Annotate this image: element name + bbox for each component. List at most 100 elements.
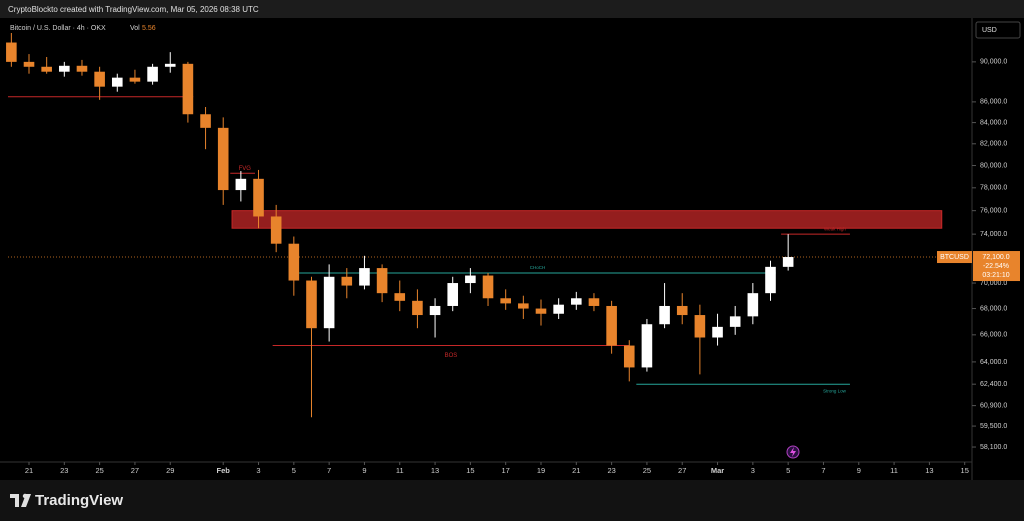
- candle-body: [447, 283, 459, 306]
- y-tick-label: 84,000.0: [980, 119, 1007, 126]
- candle-body: [200, 114, 211, 128]
- x-tick-label: 3: [256, 466, 260, 475]
- x-tick-label: 5: [786, 466, 790, 475]
- y-tick-label: 58,100.0: [980, 444, 1007, 451]
- candle-body: [429, 305, 441, 316]
- candle-body: [500, 298, 511, 304]
- x-tick-label: 11: [890, 466, 898, 475]
- x-tick-label: 29: [166, 466, 174, 475]
- symbol-box: [937, 251, 972, 264]
- supply-zone: [231, 210, 943, 229]
- candle-body: [270, 216, 282, 244]
- candle-body: [306, 280, 317, 329]
- x-tick-label: 23: [607, 466, 615, 475]
- level-label: BOS: [445, 353, 458, 359]
- candle-body: [359, 268, 370, 286]
- candle-body: [94, 71, 105, 87]
- candle-body: [6, 42, 17, 62]
- x-tick-label: 25: [643, 466, 651, 475]
- x-tick-label: 19: [537, 466, 545, 475]
- candle-body: [553, 304, 564, 314]
- candle-body: [676, 305, 688, 316]
- candle-body: [729, 316, 741, 327]
- last-price: 72,100.0: [982, 254, 1009, 261]
- y-tick-label: 60,900.0: [980, 402, 1007, 409]
- candle-body: [147, 66, 158, 82]
- candle-body: [76, 65, 88, 72]
- y-tick-label: 80,000.0: [980, 162, 1007, 169]
- x-tick-label: 21: [572, 466, 580, 475]
- y-tick-label: 82,000.0: [980, 141, 1007, 148]
- candle-body: [23, 61, 35, 67]
- y-tick-label: 86,000.0: [980, 99, 1007, 106]
- y-tick-label: 62,400.0: [980, 381, 1007, 388]
- y-tick-label: 78,000.0: [980, 185, 1007, 192]
- level-label: FVG: [239, 166, 252, 172]
- symbol: BTCUSD: [940, 254, 969, 261]
- candle-body: [747, 293, 759, 317]
- x-tick-label: 13: [925, 466, 933, 475]
- x-tick-label: 7: [821, 466, 825, 475]
- x-tick-label: 9: [362, 466, 366, 475]
- candle-body: [111, 77, 123, 87]
- header-bar: [0, 0, 1024, 18]
- candle-body: [323, 276, 335, 329]
- x-tick-label: 13: [431, 466, 439, 475]
- volume-value: 5.56: [142, 25, 156, 32]
- y-tick-label: 76,000.0: [980, 208, 1007, 215]
- candle-body: [164, 63, 176, 67]
- currency-box[interactable]: [975, 21, 1021, 39]
- brand-logo-dot: [22, 493, 28, 499]
- x-tick-label: Mar: [711, 466, 724, 475]
- candle-body: [623, 345, 635, 368]
- footer-bar: [0, 480, 1024, 521]
- candle-body: [41, 66, 52, 72]
- x-tick-label: 11: [396, 466, 404, 475]
- x-tick-label: 27: [678, 466, 686, 475]
- x-tick-label: 21: [25, 466, 33, 475]
- candle-body: [518, 303, 529, 309]
- candle-body: [253, 178, 264, 217]
- plot: BOS CHoCH Strong Low Weak High FVG: [6, 33, 972, 418]
- countdown: 03:21:10: [982, 272, 1009, 279]
- candle-body: [217, 127, 229, 191]
- candle-body: [376, 268, 388, 294]
- currency: USD: [982, 27, 997, 34]
- brand-name: TradingView: [35, 492, 123, 509]
- candle-body: [341, 276, 353, 286]
- x-tick-label: 27: [131, 466, 139, 475]
- level-label: Weak High: [824, 226, 846, 231]
- level-label: Strong Low: [823, 388, 847, 393]
- x-tick-label: 23: [60, 466, 68, 475]
- candle-body: [765, 266, 776, 294]
- candle-body: [288, 243, 300, 281]
- x-tick-label: 7: [327, 466, 331, 475]
- event-icon-bolt: [790, 447, 796, 457]
- x-tick-label: 17: [502, 466, 510, 475]
- y-tick-label: 59,500.0: [980, 423, 1007, 430]
- candle-body: [782, 257, 794, 267]
- candle-body: [535, 308, 547, 314]
- y-tick-label: 64,000.0: [980, 359, 1007, 366]
- candle-body: [712, 326, 723, 338]
- candle-body: [394, 293, 406, 301]
- y-tick-label: 74,000.0: [980, 231, 1007, 238]
- candle-body: [588, 298, 600, 306]
- x-tick-label: 5: [292, 466, 296, 475]
- chart-title: Bitcoin / U.S. Dollar · 4h · OKX: [10, 25, 106, 32]
- y-tick-label: 90,000.0: [980, 59, 1007, 66]
- candle-body: [59, 65, 70, 72]
- candle-body: [129, 77, 141, 82]
- x-tick-label: 3: [751, 466, 755, 475]
- candle-body: [465, 275, 476, 284]
- y-tick-label: 70,000.0: [980, 280, 1007, 287]
- candle-body: [182, 63, 194, 115]
- price-box: [973, 251, 1020, 282]
- candle-body: [659, 305, 670, 325]
- level-label: CHoCH: [530, 265, 546, 270]
- y-tick-label: 66,000.0: [980, 332, 1007, 339]
- candle-body: [482, 275, 494, 299]
- candle-body: [694, 315, 706, 338]
